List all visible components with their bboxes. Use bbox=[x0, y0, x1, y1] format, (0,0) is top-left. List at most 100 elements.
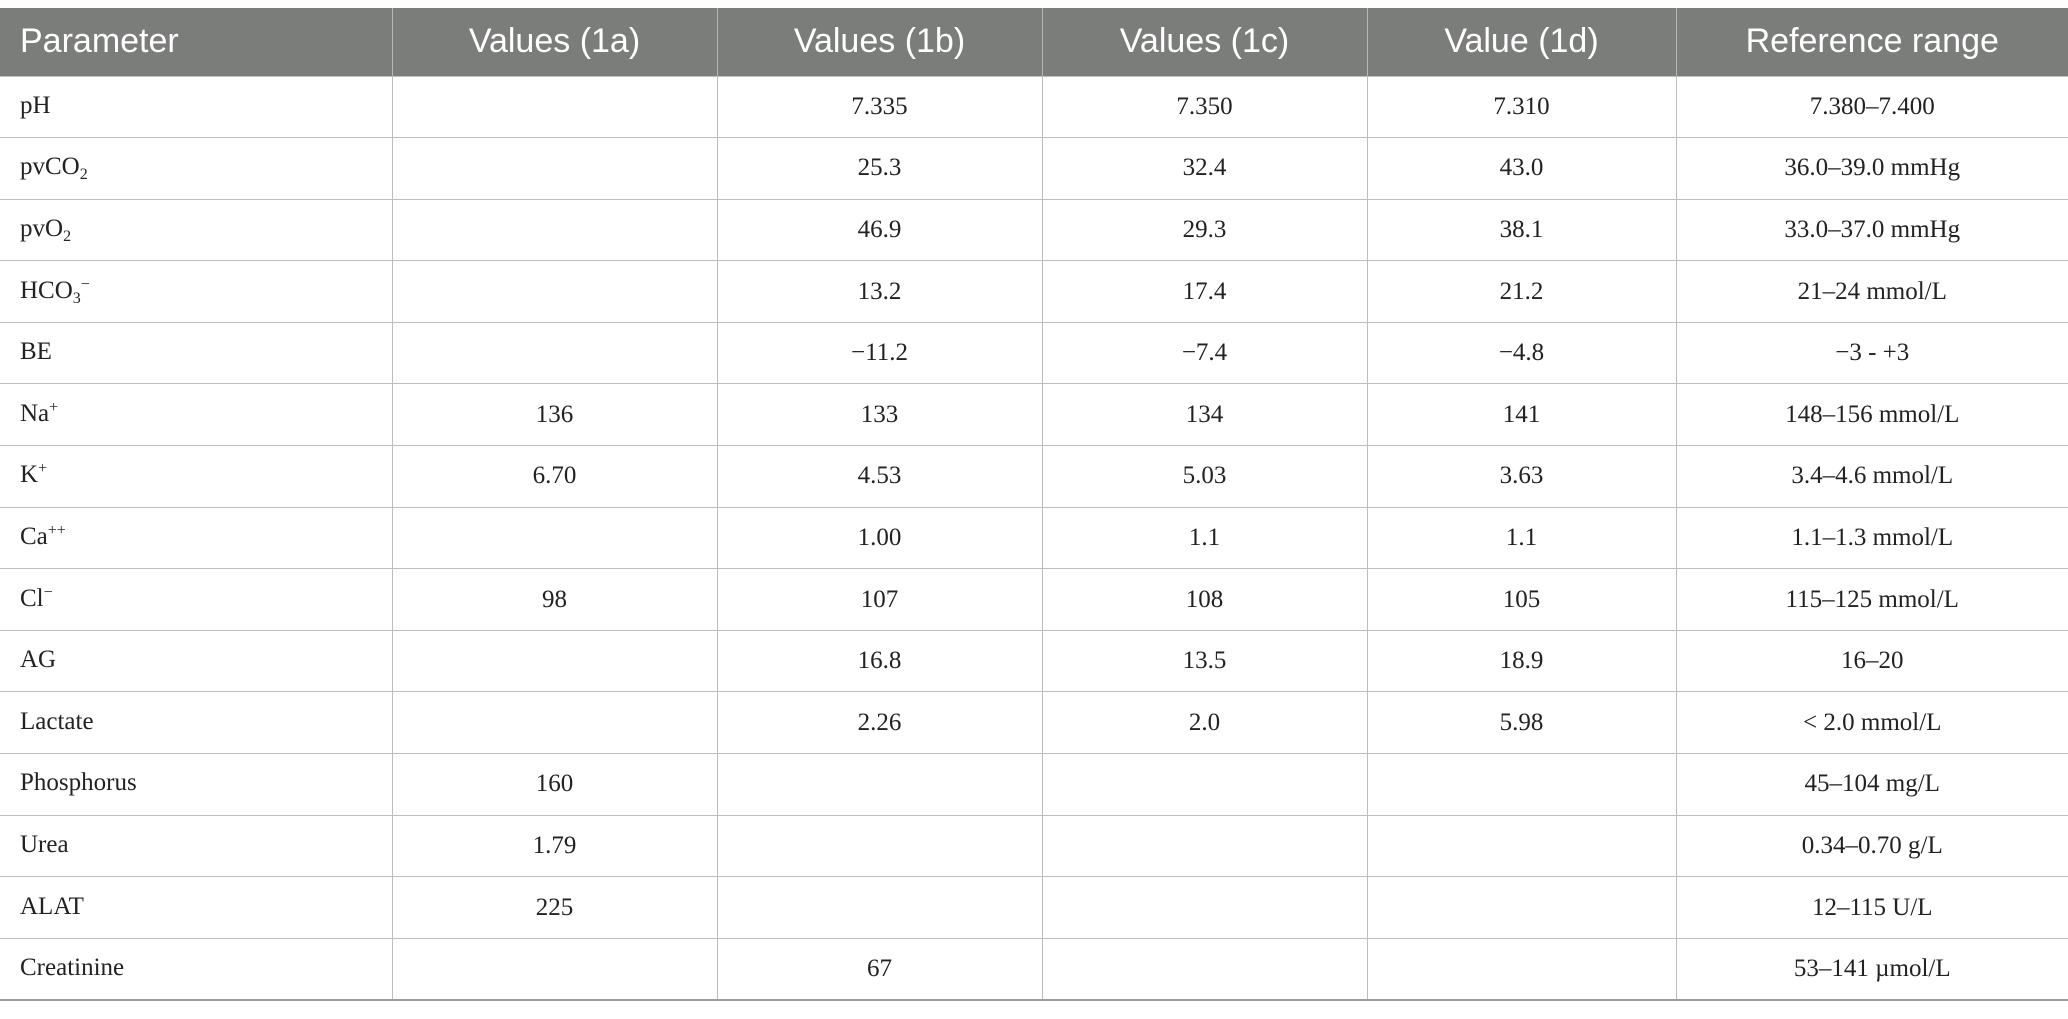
cell-values-1a: 6.70 bbox=[391, 445, 717, 508]
cell-values-1b: 25.3 bbox=[716, 137, 1042, 200]
cell-parameter: Lactate bbox=[0, 691, 392, 755]
cell-values-1b: 67 bbox=[716, 938, 1042, 1001]
cell-parameter: ALAT bbox=[0, 876, 392, 939]
parameter-base: Urea bbox=[20, 830, 69, 858]
parameter-sup: + bbox=[49, 398, 59, 416]
cell-values-1b: 2.26 bbox=[716, 691, 1042, 755]
header-values-1a: Values (1a) bbox=[391, 8, 717, 76]
parameter-base: pvO bbox=[20, 214, 64, 242]
cell-reference-range: −3 - +3 bbox=[1675, 322, 2068, 385]
cell-values-1b bbox=[716, 753, 1042, 816]
cell-values-1a bbox=[391, 137, 717, 200]
lab-values-table: Parameter Values (1a) Values (1b) Values… bbox=[0, 8, 2068, 1001]
cell-values-1c bbox=[1041, 753, 1367, 816]
cell-value-1d bbox=[1366, 876, 1676, 939]
cell-values-1a: 1.79 bbox=[391, 815, 717, 878]
table-row: pvO2 46.9 29.3 38.1 33.0–37.0 mmHg bbox=[0, 199, 2068, 262]
parameter-base: BE bbox=[20, 338, 52, 366]
cell-values-1a: 160 bbox=[391, 753, 717, 816]
parameter-base: K bbox=[20, 461, 39, 489]
cell-values-1c bbox=[1041, 876, 1367, 939]
parameter-base: Ca bbox=[20, 522, 48, 550]
cell-values-1a bbox=[391, 260, 717, 323]
cell-reference-range: 36.0–39.0 mmHg bbox=[1675, 137, 2068, 200]
cell-values-1a: 136 bbox=[391, 383, 717, 447]
cell-value-1d bbox=[1366, 753, 1676, 816]
cell-value-1d: 5.98 bbox=[1366, 691, 1676, 755]
parameter-base: Cl bbox=[20, 584, 44, 612]
cell-values-1b: 46.9 bbox=[716, 199, 1042, 262]
cell-reference-range: 21–24 mmol/L bbox=[1675, 260, 2068, 323]
cell-values-1a: 225 bbox=[391, 876, 717, 939]
parameter-base: AG bbox=[20, 646, 57, 674]
table-row: Cl− 98 107 108 105 115–125 mmol/L bbox=[0, 568, 2068, 631]
parameter-sub: 2 bbox=[63, 227, 72, 245]
table-row: BE −11.2 −7.4 −4.8 −3 - +3 bbox=[0, 322, 2068, 385]
parameter-base: ALAT bbox=[20, 892, 84, 920]
cell-reference-range: 16–20 bbox=[1675, 630, 2068, 693]
parameter-base: Phosphorus bbox=[20, 769, 137, 797]
cell-reference-range: 0.34–0.70 g/L bbox=[1675, 815, 2068, 878]
cell-value-1d: 141 bbox=[1366, 383, 1676, 447]
cell-reference-range: 33.0–37.0 mmHg bbox=[1675, 199, 2068, 262]
cell-values-1a bbox=[391, 507, 717, 570]
cell-parameter: Na+ bbox=[0, 383, 392, 447]
cell-parameter: pvCO2 bbox=[0, 137, 392, 200]
cell-values-1c: 1.1 bbox=[1041, 507, 1367, 570]
cell-reference-range: 1.1–1.3 mmol/L bbox=[1675, 507, 2068, 570]
table-row: K+ 6.70 4.53 5.03 3.63 3.4–4.6 mmol/L bbox=[0, 445, 2068, 508]
cell-parameter: BE bbox=[0, 322, 392, 385]
cell-values-1a bbox=[391, 691, 717, 755]
cell-values-1a bbox=[391, 75, 717, 139]
cell-values-1b: 4.53 bbox=[716, 445, 1042, 508]
table-row: Phosphorus 160 45–104 mg/L bbox=[0, 753, 2068, 816]
cell-parameter: pvO2 bbox=[0, 199, 392, 262]
cell-value-1d bbox=[1366, 815, 1676, 878]
cell-values-1b: 1.00 bbox=[716, 507, 1042, 570]
cell-value-1d: 43.0 bbox=[1366, 137, 1676, 200]
cell-values-1a: 98 bbox=[391, 568, 717, 631]
cell-values-1b: 107 bbox=[716, 568, 1042, 631]
cell-reference-range: < 2.0 mmol/L bbox=[1675, 691, 2068, 755]
table-row: Lactate 2.26 2.0 5.98 < 2.0 mmol/L bbox=[0, 691, 2068, 755]
cell-values-1b: 133 bbox=[716, 383, 1042, 447]
cell-values-1b: 13.2 bbox=[716, 260, 1042, 323]
parameter-sup: ++ bbox=[47, 521, 66, 539]
cell-reference-range: 3.4–4.6 mmol/L bbox=[1675, 445, 2068, 508]
parameter-base: pvCO bbox=[20, 153, 80, 181]
header-value-1d: Value (1d) bbox=[1366, 8, 1676, 76]
header-parameter: Parameter bbox=[20, 22, 179, 61]
parameter-base: pH bbox=[20, 91, 51, 119]
cell-parameter: AG bbox=[0, 630, 392, 693]
cell-values-1c: 32.4 bbox=[1041, 137, 1367, 200]
parameter-sup: + bbox=[38, 460, 48, 478]
parameter-sub: 3 bbox=[72, 289, 81, 307]
table-row: HCO3− 13.2 17.4 21.2 21–24 mmol/L bbox=[0, 260, 2068, 323]
cell-values-1c bbox=[1041, 938, 1367, 1001]
cell-values-1a bbox=[391, 199, 717, 262]
cell-values-1c: 108 bbox=[1041, 568, 1367, 631]
header-reference-range: Reference range bbox=[1675, 8, 2068, 76]
cell-value-1d: −4.8 bbox=[1366, 322, 1676, 385]
parameter-base: Lactate bbox=[20, 707, 94, 735]
cell-value-1d: 1.1 bbox=[1366, 507, 1676, 570]
header-values-1b: Values (1b) bbox=[716, 8, 1042, 76]
cell-values-1b: −11.2 bbox=[716, 322, 1042, 385]
cell-reference-range: 7.380–7.400 bbox=[1675, 75, 2068, 139]
cell-reference-range: 12–115 U/L bbox=[1675, 876, 2068, 939]
parameter-base: Creatinine bbox=[20, 953, 125, 981]
cell-reference-range: 148–156 mmol/L bbox=[1675, 383, 2068, 447]
cell-values-1a bbox=[391, 322, 717, 385]
table-row: Creatinine 67 53–141 µmol/L bbox=[0, 938, 2068, 1001]
table-row: pvCO2 25.3 32.4 43.0 36.0–39.0 mmHg bbox=[0, 137, 2068, 200]
cell-value-1d: 7.310 bbox=[1366, 75, 1676, 139]
cell-parameter: HCO3− bbox=[0, 260, 392, 323]
parameter-tail: − bbox=[80, 275, 90, 293]
cell-reference-range: 53–141 µmol/L bbox=[1675, 938, 2068, 1001]
cell-values-1c: −7.4 bbox=[1041, 322, 1367, 385]
parameter-tail: − bbox=[43, 583, 53, 601]
cell-reference-range: 45–104 mg/L bbox=[1675, 753, 2068, 816]
cell-parameter: Urea bbox=[0, 815, 392, 878]
cell-parameter: Ca++ bbox=[0, 507, 392, 570]
parameter-sub: 2 bbox=[79, 166, 88, 184]
